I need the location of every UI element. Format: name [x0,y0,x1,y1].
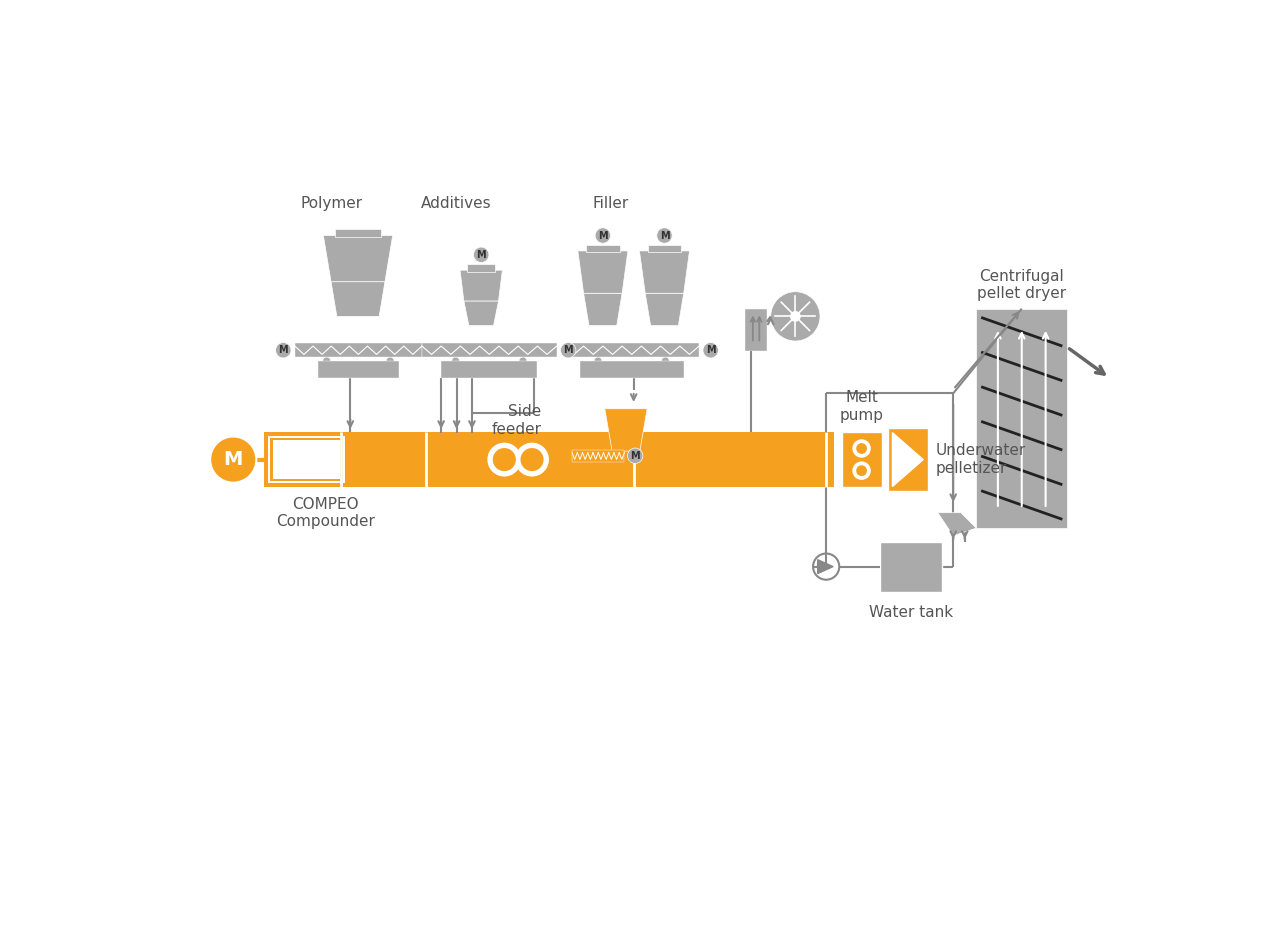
Bar [880,542,941,592]
Bar [273,440,341,479]
Bar [746,309,766,351]
Text: Centrifugal
pellet dryer: Centrifugal pellet dryer [977,269,1066,301]
Circle shape [493,448,516,471]
Bar [441,361,538,378]
Polygon shape [584,293,622,326]
Circle shape [323,358,331,365]
Text: M: M [660,230,669,241]
Polygon shape [577,251,628,293]
Circle shape [790,311,801,322]
Polygon shape [464,301,499,326]
Circle shape [661,358,669,365]
Bar [467,264,495,271]
Polygon shape [604,409,647,451]
Circle shape [856,465,867,476]
Circle shape [853,461,871,480]
Bar [294,344,422,358]
Circle shape [770,292,820,341]
Bar [580,361,684,378]
Bar [318,361,399,378]
Text: M: M [279,345,288,356]
Circle shape [561,343,576,358]
Bar [422,344,557,358]
Bar [334,229,381,237]
Text: M: M [224,450,243,469]
Circle shape [473,247,489,262]
Circle shape [813,553,840,579]
Polygon shape [646,293,684,326]
Bar [841,431,882,488]
Text: Additives: Additives [422,196,491,211]
Bar [565,344,700,358]
Text: Melt
pump: Melt pump [840,390,883,423]
Text: Underwater
pelletizer: Underwater pelletizer [935,444,1026,475]
Circle shape [628,448,643,463]
Circle shape [487,443,521,476]
Text: M: M [706,345,715,356]
Circle shape [595,227,611,243]
Bar [270,438,342,481]
Bar [586,244,620,253]
Circle shape [703,343,719,358]
Polygon shape [331,282,385,316]
Polygon shape [323,236,392,282]
Bar [267,436,345,484]
Text: M: M [598,230,608,241]
Text: Side
feeder: Side feeder [491,404,541,436]
Text: M: M [476,250,486,260]
Circle shape [521,448,544,471]
Text: Filler: Filler [593,196,629,211]
Bar [572,449,625,461]
Circle shape [594,358,602,365]
Circle shape [386,358,394,365]
Text: COMPEO
Compounder: COMPEO Compounder [276,497,376,529]
Polygon shape [639,251,689,293]
Circle shape [451,358,459,365]
Polygon shape [937,513,976,535]
Bar [264,431,833,488]
Bar [976,309,1067,528]
Circle shape [516,443,549,476]
Text: M: M [630,451,640,461]
Circle shape [853,439,871,458]
Polygon shape [892,432,923,487]
Circle shape [520,358,527,365]
Bar [887,428,927,491]
Circle shape [657,227,673,243]
Bar [648,244,682,253]
Text: Water tank: Water tank [869,605,953,621]
Polygon shape [818,560,833,574]
Circle shape [210,436,256,483]
Text: Polymer: Polymer [301,196,363,211]
Polygon shape [460,271,503,301]
Text: M: M [563,345,574,356]
Circle shape [856,443,867,454]
Circle shape [275,343,291,358]
